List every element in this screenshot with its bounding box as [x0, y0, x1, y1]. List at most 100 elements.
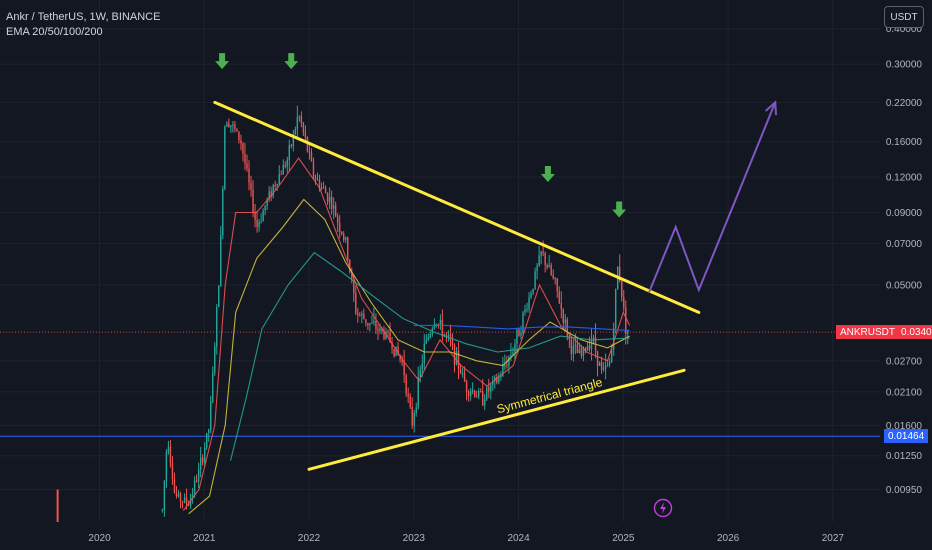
candle	[236, 128, 238, 132]
candle	[332, 205, 335, 209]
candle	[490, 384, 492, 392]
candle	[314, 176, 317, 180]
candle	[550, 265, 552, 275]
candle	[228, 123, 230, 127]
candle	[568, 336, 571, 340]
candle	[447, 334, 450, 336]
candle	[268, 191, 270, 200]
ema-line-ema200	[413, 324, 630, 332]
candle	[552, 274, 554, 279]
y-tick-label: 0.05000	[886, 280, 923, 291]
candle	[191, 494, 194, 498]
candle	[238, 131, 240, 141]
candle	[532, 288, 534, 294]
candle	[445, 334, 448, 336]
grid-lines	[0, 0, 880, 522]
candle	[419, 370, 421, 377]
candle	[427, 337, 430, 341]
candle	[371, 322, 373, 324]
candle	[467, 392, 470, 396]
price-axis[interactable]: 0.40000 0.30000 0.22000 0.16000 0.12000 0.090…	[886, 24, 923, 496]
y-tick-label: 0.30000	[886, 60, 923, 71]
candle	[540, 251, 542, 256]
candle	[437, 324, 440, 326]
candle	[453, 344, 456, 365]
candle	[502, 365, 504, 376]
candle	[199, 457, 202, 470]
candle	[195, 480, 198, 482]
candle	[421, 363, 423, 371]
candle	[439, 319, 442, 325]
y-tick-label: 0.02700	[886, 356, 923, 367]
candle	[391, 342, 393, 349]
candle	[534, 271, 536, 289]
candle	[625, 307, 627, 334]
candle	[210, 401, 212, 430]
support-price-value: 0.01464	[888, 430, 925, 442]
candle	[169, 446, 172, 463]
candle	[514, 343, 516, 353]
candle	[244, 153, 246, 164]
candle	[399, 355, 401, 360]
candle	[451, 340, 454, 345]
candle	[355, 293, 357, 314]
support-price-tag: 0.01464	[884, 429, 929, 444]
candle	[171, 462, 174, 480]
candle	[208, 429, 210, 433]
indicator-label[interactable]: EMA 20/50/100/200	[6, 26, 103, 38]
candle	[614, 289, 617, 329]
y-tick-label: 0.40000	[886, 24, 923, 35]
ema-line-ema100	[229, 251, 630, 461]
lightning-icon[interactable]	[653, 498, 673, 518]
candle	[276, 184, 278, 186]
candle	[498, 376, 500, 383]
candle	[473, 390, 476, 397]
candle	[592, 337, 595, 340]
candle	[304, 132, 307, 138]
candle	[411, 407, 413, 426]
candle	[627, 330, 629, 334]
candle	[218, 285, 220, 307]
candle	[623, 296, 625, 308]
candle	[296, 116, 299, 130]
candle	[203, 447, 206, 463]
candle	[363, 313, 365, 320]
candle	[574, 344, 577, 346]
candle	[242, 143, 244, 154]
time-axis[interactable]: 2020 2021 2022 2023 2024 2025 2026 2027	[88, 533, 844, 544]
candle	[224, 126, 226, 189]
candle	[554, 278, 556, 280]
lower-support-line	[307, 368, 686, 471]
candle	[588, 345, 591, 350]
ema-line-ema50	[188, 198, 630, 515]
candle	[475, 396, 478, 398]
candle	[189, 497, 192, 506]
candle	[183, 497, 186, 502]
candle	[165, 452, 168, 481]
trendlines[interactable]	[213, 100, 777, 471]
candle	[524, 309, 526, 313]
candle	[548, 265, 550, 268]
x-tick-label: 2024	[507, 533, 530, 544]
candle	[542, 251, 544, 253]
candle	[294, 129, 297, 135]
x-tick-label: 2023	[403, 533, 426, 544]
candle	[318, 179, 321, 190]
candle	[367, 323, 369, 326]
candle	[578, 349, 581, 354]
candle	[504, 365, 506, 367]
currency-button[interactable]: USDT	[884, 6, 924, 28]
candle	[302, 123, 305, 133]
candle	[324, 187, 327, 194]
candle	[415, 407, 417, 414]
symbol-title[interactable]: Ankr / TetherUS, 1W, BINANCE	[6, 11, 161, 23]
candle	[272, 185, 274, 197]
candle	[197, 469, 200, 482]
candle	[510, 354, 512, 357]
candle	[177, 493, 180, 497]
candle	[312, 161, 315, 177]
candle	[409, 396, 411, 408]
candle	[576, 344, 579, 354]
candle	[282, 165, 284, 175]
